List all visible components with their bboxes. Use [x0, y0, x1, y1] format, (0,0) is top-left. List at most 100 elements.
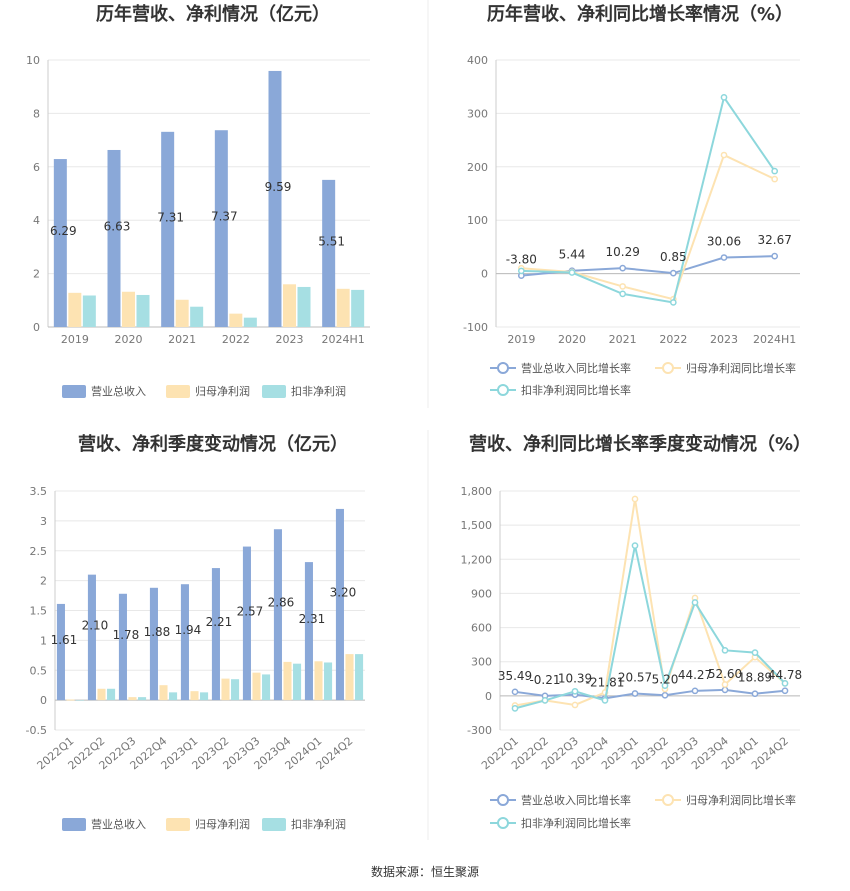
chart-title: 历年营收、净利情况（亿元）	[96, 3, 330, 25]
bar-revenue	[161, 131, 175, 327]
legend-item[interactable]: 扣非净利润	[262, 817, 346, 831]
legend-item[interactable]: 营业总收入同比增长率	[490, 793, 631, 807]
y-tick-label: 1,500	[461, 519, 493, 532]
legend-swatch	[62, 818, 86, 831]
series-point	[619, 290, 627, 298]
series-point	[619, 283, 627, 290]
series-point	[517, 267, 525, 275]
y-tick-label: 6	[33, 161, 40, 174]
bar-parent-net	[283, 661, 292, 701]
data-label: -0.21	[529, 673, 560, 687]
legend-swatch	[262, 385, 286, 398]
series-point	[541, 697, 549, 704]
series-point	[571, 701, 579, 709]
data-label: 5.20	[652, 672, 679, 686]
data-label: 1.88	[144, 625, 171, 639]
data-label: 6.29	[50, 224, 77, 238]
series-point	[631, 690, 639, 697]
legend-item[interactable]: 归母净利润	[166, 817, 250, 831]
legend-item[interactable]: 归母净利润	[166, 384, 250, 398]
y-tick-label: 0	[40, 694, 47, 707]
data-label: -3.80	[506, 253, 537, 267]
y-tick-label: 900	[471, 587, 492, 600]
bar-deducted-net	[293, 663, 302, 701]
legend-marker	[662, 794, 674, 806]
data-label: 18.89	[738, 671, 772, 685]
data-label: 2.31	[299, 612, 326, 626]
legend-label: 归母净利润	[195, 817, 250, 831]
bar-parent-net	[252, 672, 261, 701]
bar-parent-net	[314, 661, 323, 701]
chart-title: 营收、净利同比增长率季度变动情况（%）	[469, 433, 811, 455]
x-tick-label: 2020	[115, 333, 143, 346]
series-point	[751, 649, 759, 656]
legend-item[interactable]: 扣非净利润同比增长率	[490, 383, 631, 397]
series-point	[771, 167, 779, 175]
series-point	[721, 646, 729, 654]
bar-parent-net	[345, 654, 354, 701]
x-tick-label: 2020	[558, 333, 586, 346]
legend-item[interactable]: 扣非净利润	[262, 384, 346, 398]
legend-item[interactable]: 营业总收入同比增长率	[490, 361, 631, 375]
data-label: 35.49	[498, 669, 532, 683]
chart-title: 营收、净利季度变动情况（亿元）	[78, 433, 348, 455]
data-label: 9.59	[265, 180, 292, 194]
legend-swatch	[166, 385, 190, 398]
y-tick-label: 1.5	[30, 605, 48, 618]
bar-parent-net	[122, 291, 135, 327]
series-point	[631, 542, 639, 549]
y-tick-label: 10	[26, 54, 40, 67]
legend-label: 营业总收入	[91, 817, 146, 831]
bar-deducted-net	[231, 679, 240, 701]
bar-parent-net	[175, 299, 189, 327]
series-point	[631, 495, 639, 503]
y-tick-label: 0.5	[30, 664, 48, 677]
bar-deducted-net	[355, 654, 364, 701]
bar-deducted-net	[351, 289, 365, 327]
legend-item[interactable]: 归母净利润同比增长率	[655, 793, 796, 807]
bar-parent-net	[66, 699, 75, 701]
series-point	[661, 691, 669, 699]
y-tick-label: 8	[33, 107, 40, 120]
series-point	[720, 94, 728, 101]
y-tick-label: 300	[467, 107, 488, 120]
y-tick-label: 0	[33, 321, 40, 334]
legend-swatch	[62, 385, 86, 398]
chart-title: 历年营收、净利同比增长率情况（%）	[487, 3, 793, 25]
y-tick-label: 1	[40, 634, 47, 647]
x-tick-label: 2021	[609, 333, 637, 346]
bar-parent-net	[221, 678, 230, 701]
bar-deducted-net	[169, 692, 178, 701]
legend-label: 扣非净利润	[291, 817, 346, 831]
bar-deducted-net	[76, 700, 85, 701]
x-tick-label: 2023	[276, 333, 304, 346]
bar-parent-net	[68, 292, 82, 327]
y-tick-label: 2	[40, 575, 47, 588]
data-label: 0.85	[660, 250, 687, 264]
bar-revenue	[118, 593, 127, 701]
legend-item[interactable]: 营业总收入	[62, 817, 146, 831]
bar-revenue	[304, 562, 313, 701]
legend-marker	[497, 384, 509, 396]
data-label: 7.37	[211, 210, 238, 224]
y-tick-label: 300	[471, 656, 492, 669]
legend-marker	[497, 817, 509, 829]
bar-revenue	[268, 70, 282, 328]
legend-item[interactable]: 营业总收入	[62, 384, 146, 398]
bar-deducted-net	[107, 688, 116, 701]
bar-revenue	[273, 529, 282, 701]
y-tick-label: -300	[467, 724, 492, 737]
bar-deducted-net	[200, 692, 209, 701]
bar-parent-net	[190, 691, 199, 701]
bar-revenue	[149, 587, 158, 701]
y-tick-label: 2.5	[30, 545, 48, 558]
legend-marker	[497, 362, 509, 374]
y-tick-label: 1,800	[461, 485, 493, 498]
series-point	[771, 252, 779, 260]
legend-label: 扣非净利润	[291, 384, 346, 398]
data-label: 20.57	[618, 671, 652, 685]
legend-item[interactable]: 扣非净利润同比增长率	[490, 816, 631, 830]
data-label: 6.63	[104, 219, 131, 233]
x-tick-label: 2021	[168, 333, 196, 346]
legend-item[interactable]: 归母净利润同比增长率	[655, 361, 796, 375]
